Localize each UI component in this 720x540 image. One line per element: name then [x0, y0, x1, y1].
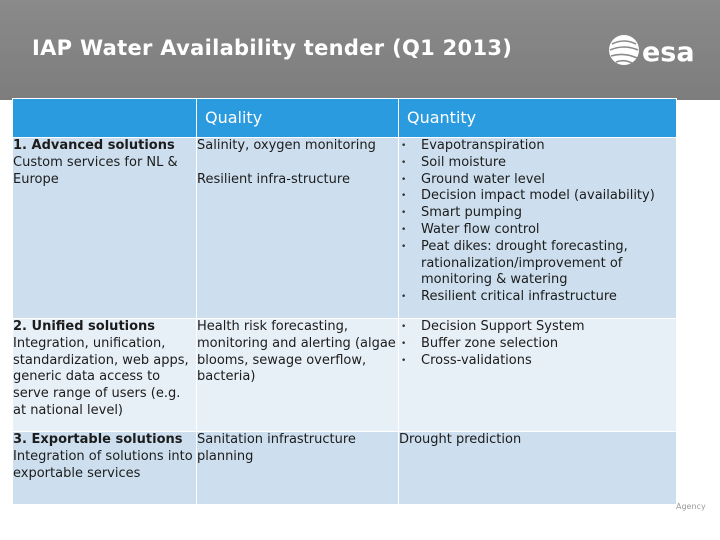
row-label-cell: 3. Exportable solutions Integration of s… — [12, 431, 197, 505]
list-item: Decision impact model (availability) — [399, 188, 676, 205]
agency-footer-text: Agency — [676, 502, 706, 511]
row-label-cell: 2. Unified solutions Integration, unific… — [12, 318, 197, 432]
tender-table: Quality Quantity 1. Advanced solutions C… — [12, 98, 677, 505]
quantity-list: Evapotranspiration Soil moisture Ground … — [399, 138, 676, 306]
list-item: Cross-validations — [399, 353, 676, 370]
quantity-list: Decision Support System Buffer zone sele… — [399, 319, 676, 369]
quality-cell: Sanitation infrastructure planning — [196, 431, 399, 505]
list-item: Decision Support System — [399, 319, 676, 336]
table-row: 2. Unified solutions Integration, unific… — [12, 318, 677, 432]
header-cell-empty — [12, 98, 197, 138]
list-item: Smart pumping — [399, 205, 676, 222]
esa-logo-text: esa — [642, 37, 695, 68]
quantity-cell: Decision Support System Buffer zone sele… — [398, 318, 677, 432]
list-item: Buffer zone selection — [399, 336, 676, 353]
list-item: Water flow control — [399, 222, 676, 239]
slide-title: IAP Water Availability tender (Q1 2013) — [32, 36, 513, 60]
quantity-cell: Drought prediction — [398, 431, 677, 505]
row-subtext: Integration of solutions into exportable… — [13, 448, 193, 481]
esa-logo: esa — [609, 35, 695, 68]
quality-item: Health risk forecasting, monitoring and … — [197, 319, 396, 385]
list-item: Peat dikes: drought forecasting, rationa… — [399, 239, 676, 289]
slide-header: IAP Water Availability tender (Q1 2013) … — [0, 0, 720, 100]
row-label-cell: 1. Advanced solutions Custom services fo… — [12, 137, 197, 319]
table-header-row: Quality Quantity — [12, 98, 677, 138]
table-row: 3. Exportable solutions Integration of s… — [12, 431, 677, 505]
quality-item: Salinity, oxygen monitoring — [197, 138, 376, 153]
list-item: Resilient critical infrastructure — [399, 289, 676, 306]
quality-cell: Health risk forecasting, monitoring and … — [196, 318, 399, 432]
list-item: Ground water level — [399, 172, 676, 189]
table-row: 1. Advanced solutions Custom services fo… — [12, 137, 677, 319]
header-cell-quality: Quality — [196, 98, 399, 138]
row-heading: 1. Advanced solutions — [13, 138, 175, 153]
list-item: Evapotranspiration — [399, 138, 676, 155]
row-subtext: Integration, unification, standardizatio… — [13, 335, 189, 418]
quantity-item: Drought prediction — [399, 432, 522, 447]
list-item: Soil moisture — [399, 155, 676, 172]
quantity-cell: Evapotranspiration Soil moisture Ground … — [398, 137, 677, 319]
row-heading: 2. Unified solutions — [13, 319, 156, 334]
quality-item: Resilient infra-structure — [197, 171, 350, 187]
row-subtext: Custom services for NL & Europe — [13, 154, 178, 187]
header-cell-quantity: Quantity — [398, 98, 677, 138]
quality-item: Sanitation infrastructure planning — [197, 432, 356, 464]
quality-cell: Salinity, oxygen monitoring Resilient in… — [196, 137, 399, 319]
row-heading: 3. Exportable solutions — [13, 432, 183, 447]
